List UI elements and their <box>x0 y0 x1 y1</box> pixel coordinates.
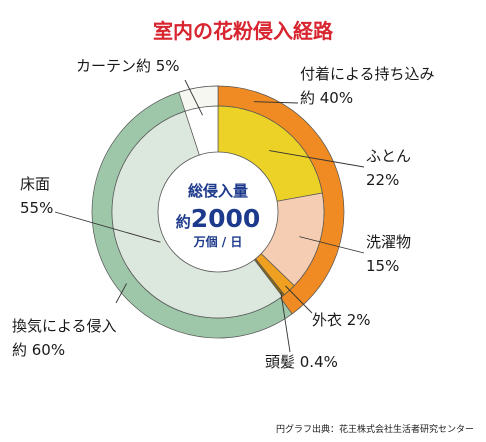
center-total-prefix: 約 <box>176 213 191 231</box>
center-total-label: 総侵入量 <box>188 182 248 200</box>
inner-leader-5 <box>184 79 203 116</box>
center-total-unit: 万個 / 日 <box>193 234 243 249</box>
inner-label-5: カーテン約 5% <box>76 57 180 75</box>
outer-leader-0 <box>253 101 299 104</box>
inner-leader-1 <box>299 236 365 254</box>
chart-title: 室内の花粉侵入経路 <box>153 19 334 43</box>
center-total-value-line: 約2000 <box>176 204 261 233</box>
center-total-value: 2000 <box>191 204 261 233</box>
inner-leader-4 <box>54 211 161 243</box>
slice-labels: 付着による持ち込み約 40% 換気による侵入約 60% ふとん 22% 洗濯物 15% 外衣… <box>12 57 435 371</box>
inner-label-0: ふとん 22% <box>366 147 411 189</box>
center-disc <box>157 151 279 273</box>
outer-label-1: 換気による侵入約 60% <box>12 317 117 359</box>
inner-leader-2 <box>285 285 313 314</box>
inner-label-3: 頭髪 0.4% <box>265 353 338 371</box>
inner-label-2: 外衣 2% <box>312 311 371 329</box>
outer-label-0: 付着による持ち込み約 40% <box>300 65 435 107</box>
outer-leader-1 <box>115 283 127 304</box>
inner-label-1: 洗濯物 15% <box>366 233 411 275</box>
inner-label-4: 床面 55% <box>20 175 53 217</box>
inner-leader-3 <box>280 292 291 353</box>
inner-leader-0 <box>269 150 365 168</box>
leader-lines <box>54 79 365 353</box>
source-note: 円グラフ出典：花王株式会社生活者研究センター <box>276 423 474 435</box>
